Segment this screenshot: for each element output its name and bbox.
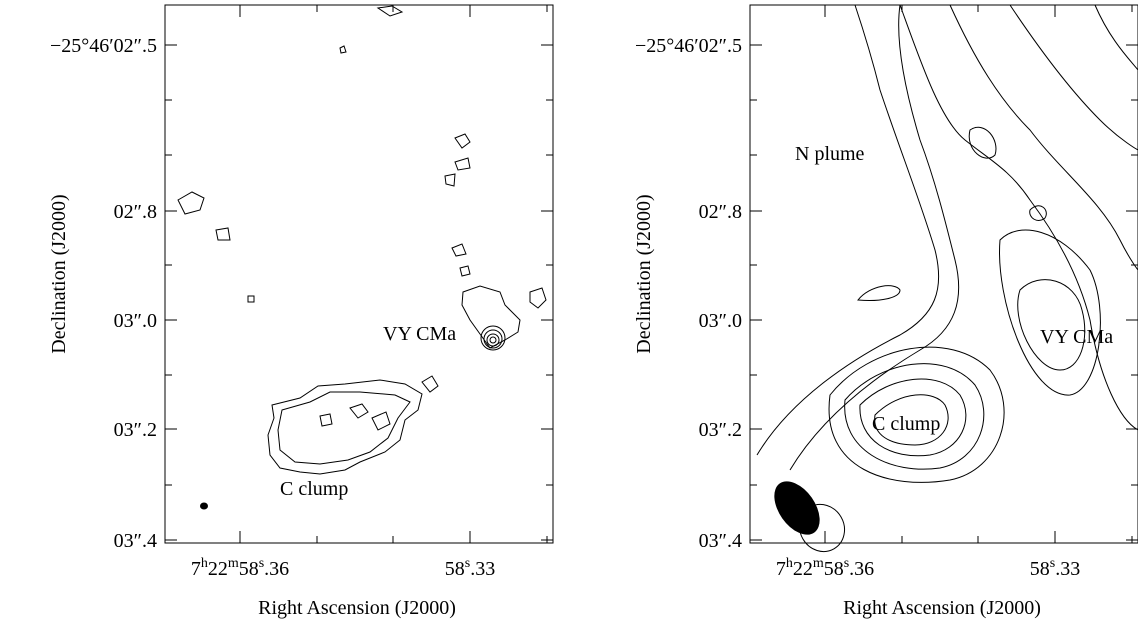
x-tick-label-part: h bbox=[201, 556, 208, 571]
y-tick-label: 03″.2 bbox=[699, 419, 742, 441]
x-tick-label: 7h22m58s.36 bbox=[191, 556, 289, 580]
plot-frame bbox=[750, 5, 1138, 543]
y-tick-label: 03″.4 bbox=[114, 530, 157, 552]
figure: −25°46′02″.502″.803″.003″.203″.47h22m58s… bbox=[0, 0, 1138, 627]
x-tick-label-part: .36 bbox=[264, 558, 289, 580]
y-tick-label: 02″.8 bbox=[114, 201, 157, 223]
y-tick-label: −25°46′02″.5 bbox=[50, 35, 157, 57]
annotation: C clump bbox=[280, 478, 348, 500]
x-tick-label-part: h bbox=[786, 556, 793, 571]
x-axis-label: Right Ascension (J2000) bbox=[843, 597, 1041, 619]
x-tick-label: 58s.33 bbox=[1030, 556, 1080, 580]
contours-right bbox=[757, 5, 1138, 560]
y-tick-label: 03″.0 bbox=[699, 310, 742, 332]
beam bbox=[200, 503, 208, 510]
y-tick-label: −25°46′02″.5 bbox=[635, 35, 742, 57]
x-tick-label-part: 58 bbox=[445, 558, 465, 580]
y-tick-label: 02″.8 bbox=[699, 201, 742, 223]
x-axis-label: Right Ascension (J2000) bbox=[258, 597, 456, 619]
contours-left bbox=[178, 6, 546, 510]
x-tick-label-part: 7 bbox=[776, 558, 786, 580]
annotation: VY CMa bbox=[383, 323, 456, 345]
annotation: N plume bbox=[795, 143, 865, 165]
x-tick-label-part: 22 bbox=[208, 558, 228, 580]
x-tick-label-part: m bbox=[228, 556, 239, 571]
x-tick-label-part: 22 bbox=[793, 558, 813, 580]
y-tick-label: 03″.2 bbox=[114, 419, 157, 441]
x-tick-label-part: 58 bbox=[1030, 558, 1050, 580]
x-tick-label: 58s.33 bbox=[445, 556, 495, 580]
annotation: C clump bbox=[872, 413, 940, 435]
y-axis-label: Declination (J2000) bbox=[48, 194, 70, 353]
x-tick-label-part: .36 bbox=[849, 558, 874, 580]
x-tick-label: 7h22m58s.36 bbox=[776, 556, 874, 580]
x-tick-label-part: 58 bbox=[239, 558, 259, 580]
beam bbox=[765, 473, 829, 543]
y-axis-label: Declination (J2000) bbox=[633, 194, 655, 353]
x-tick-label-part: 58 bbox=[824, 558, 844, 580]
x-tick-label-part: .33 bbox=[470, 558, 495, 580]
x-tick-label-part: .33 bbox=[1055, 558, 1080, 580]
y-tick-label: 03″.0 bbox=[114, 310, 157, 332]
y-tick-label: 03″.4 bbox=[699, 530, 742, 552]
x-tick-label-part: m bbox=[813, 556, 824, 571]
x-tick-label-part: 7 bbox=[191, 558, 201, 580]
annotation: VY CMa bbox=[1040, 326, 1113, 348]
